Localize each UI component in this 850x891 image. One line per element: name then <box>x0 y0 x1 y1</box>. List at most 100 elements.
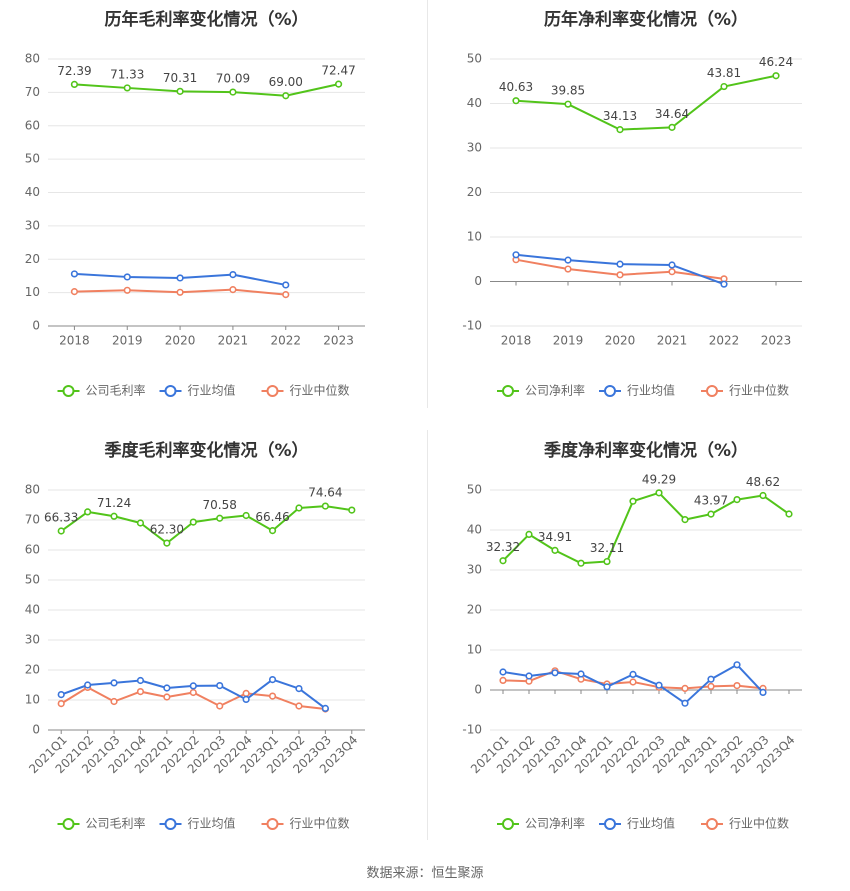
data-label: 70.58 <box>203 498 237 512</box>
data-point-industry_median <box>176 288 184 296</box>
data-point-company <box>603 557 611 566</box>
data-point-industry_avg <box>189 682 197 690</box>
legend-marker <box>604 385 616 397</box>
data-point-industry_avg <box>525 672 533 680</box>
y-tick-label: 30 <box>25 633 40 647</box>
y-tick-label: 50 <box>25 152 40 166</box>
data-point-industry_avg <box>229 271 237 279</box>
y-tick-label: -10 <box>462 319 482 333</box>
y-tick-label: 20 <box>467 185 482 199</box>
data-point-industry_avg <box>720 280 728 288</box>
chart-title: 季度毛利率变化情况（%） <box>104 440 308 461</box>
y-tick-label: 70 <box>25 85 40 99</box>
legend-item: 公司净利率 <box>497 383 585 398</box>
y-tick-label: 10 <box>25 285 40 299</box>
data-point-company <box>551 546 559 554</box>
y-tick-label: 40 <box>25 603 40 617</box>
data-label: 46.24 <box>759 55 793 69</box>
data-point-industry_median <box>564 265 572 273</box>
data-point-industry_avg <box>136 676 145 685</box>
data-label: 70.31 <box>163 71 197 85</box>
x-tick-label: 2019 <box>553 334 584 348</box>
data-label: 43.81 <box>707 66 741 80</box>
data-point-industry_avg <box>512 251 520 259</box>
data-point-company <box>295 504 303 512</box>
legend-label: 行业中位数 <box>290 816 350 831</box>
legend-item: 行业中位数 <box>261 383 350 398</box>
data-point-company <box>525 530 533 539</box>
data-point-company <box>282 92 290 100</box>
data-point-company <box>512 97 520 105</box>
y-tick-label: 40 <box>467 523 482 537</box>
x-tick-label: 2022 <box>270 334 301 348</box>
data-label: 70.09 <box>216 72 250 86</box>
data-point-industry_avg <box>577 670 585 678</box>
x-tick-label: 2022 <box>709 334 740 348</box>
legend-marker <box>502 818 514 830</box>
legend-label: 行业中位数 <box>729 383 789 398</box>
legend-item: 行业中位数 <box>261 816 350 831</box>
y-tick-label: 30 <box>25 218 40 232</box>
data-source-note: 数据来源：恒生聚源 <box>366 866 484 881</box>
data-point-company <box>564 100 572 108</box>
data-point-company <box>668 123 676 131</box>
legend-marker <box>706 385 718 397</box>
data-point-industry_avg <box>70 270 79 278</box>
y-tick-label: 10 <box>467 643 482 657</box>
data-point-company <box>57 527 65 535</box>
data-point-industry_avg <box>733 661 741 669</box>
data-point-company <box>733 496 741 504</box>
data-point-company <box>616 126 624 134</box>
legend-item: 行业中位数 <box>701 383 789 398</box>
chart-quarterly-gross-margin: 季度毛利率变化情况（%）010203040506070802021Q12021Q… <box>25 440 365 831</box>
data-point-company <box>772 72 780 80</box>
data-point-company <box>229 88 237 96</box>
series-line-company <box>60 505 352 545</box>
y-tick-label: 0 <box>32 723 40 737</box>
data-point-industry_median <box>136 687 145 696</box>
legend-marker <box>164 818 177 830</box>
data-point-company <box>189 518 197 526</box>
data-point-company <box>242 511 250 520</box>
data-label: 48.62 <box>746 475 780 489</box>
series-line-company <box>74 83 339 97</box>
y-tick-label: 40 <box>467 96 482 110</box>
legend-label: 行业均值 <box>188 816 236 831</box>
data-point-industry_avg <box>321 704 329 713</box>
data-label: 72.47 <box>321 64 355 78</box>
legend-label: 公司毛利率 <box>86 816 146 831</box>
y-tick-label: 20 <box>25 252 40 266</box>
series-line-industry_avg <box>515 253 725 286</box>
y-tick-label: 0 <box>474 683 482 697</box>
data-label: 74.64 <box>308 486 342 500</box>
legend-label: 行业均值 <box>627 816 675 831</box>
data-label: 49.29 <box>642 472 676 486</box>
y-tick-label: -10 <box>462 723 482 737</box>
data-label: 43.97 <box>694 494 728 508</box>
data-point-company <box>707 510 715 518</box>
y-tick-label: 40 <box>25 185 40 199</box>
data-point-company <box>759 491 767 500</box>
data-point-industry_median <box>268 692 277 700</box>
data-point-company <box>321 502 329 510</box>
legend-label: 行业中位数 <box>290 383 350 398</box>
data-point-industry_median <box>123 286 131 294</box>
data-point-industry_avg <box>282 281 290 289</box>
legend-marker <box>266 385 279 397</box>
data-point-company <box>577 559 585 567</box>
data-point-industry_median <box>216 702 224 710</box>
data-label: 34.13 <box>603 109 637 123</box>
series-line-company <box>515 74 777 131</box>
chart-annual-gross-margin: 历年毛利率变化情况（%） 0 10 20 30 40 50 60 70 80 2018 2019 202… <box>25 9 365 398</box>
data-label: 32.11 <box>590 541 624 555</box>
data-label: 39.85 <box>551 84 585 98</box>
data-point-industry_median <box>616 271 624 279</box>
data-point-company <box>268 527 277 535</box>
chart-quarterly-net-margin: 季度净利率变化情况（%）-10010203040502021Q12021Q220… <box>462 440 802 831</box>
y-tick-label: 10 <box>467 230 482 244</box>
data-label: 71.24 <box>97 496 131 510</box>
data-point-company <box>720 82 728 91</box>
chart-title: 历年毛利率变化情况（%） <box>104 9 308 30</box>
data-label: 71.33 <box>110 67 144 81</box>
